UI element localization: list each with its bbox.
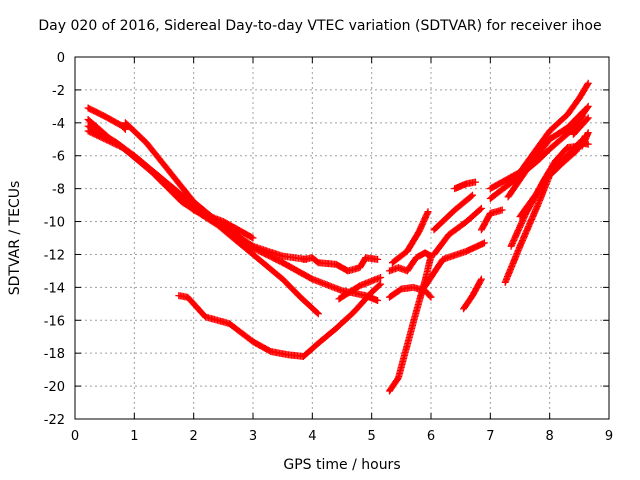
marker-trail	[388, 208, 432, 267]
marker-trail	[335, 274, 385, 303]
series-track-16	[451, 178, 479, 193]
marker-trail	[386, 252, 435, 395]
y-tick-label: -8	[52, 183, 65, 198]
series-track-24	[507, 129, 592, 250]
series-track-6	[175, 280, 385, 360]
x-tick-label: 9	[605, 429, 613, 444]
x-axis-label: GPS time / hours	[283, 457, 401, 473]
x-tick-label: 6	[427, 429, 435, 444]
series-track-5	[84, 122, 257, 242]
y-tick-label: -4	[52, 117, 65, 132]
marker-trail	[430, 204, 485, 258]
y-tick-label: -14	[44, 281, 65, 296]
y-tick-label: -22	[44, 413, 65, 428]
series-track-1	[84, 104, 129, 133]
series-track-3	[84, 116, 382, 304]
x-tick-label: 1	[130, 429, 138, 444]
y-tick-label: -12	[44, 248, 65, 263]
marker-trail	[507, 129, 592, 250]
marker-trail	[84, 116, 382, 304]
marker-trail	[175, 280, 385, 360]
marker-trail	[569, 102, 592, 132]
x-tick-label: 7	[486, 429, 494, 444]
marker-trail	[569, 114, 592, 138]
series-track-15	[430, 191, 476, 234]
y-tick-label: -10	[44, 216, 65, 231]
marker-trail	[386, 249, 435, 275]
series-track-10	[388, 208, 432, 267]
marker-trail	[121, 119, 310, 263]
marker-trail	[451, 178, 479, 193]
series-track-7	[299, 254, 382, 275]
series-track-25	[569, 102, 592, 132]
series-track-2	[121, 119, 310, 263]
y-tick-label: -16	[44, 314, 65, 329]
y-tick-label: -6	[52, 150, 65, 165]
x-tick-label: 8	[546, 429, 554, 444]
chart-title: Day 020 of 2016, Sidereal Day-to-day VTE…	[38, 18, 602, 34]
axis-ticks: 0 1 2 3 4 5 6 7 8 9 0 -2 -4 -6 -8 -10 -12 -14 -16 -18 -20 -22	[44, 51, 613, 444]
marker-trail	[84, 104, 129, 133]
marker-trail	[418, 239, 488, 295]
x-tick-label: 3	[249, 429, 257, 444]
series-track-14	[430, 204, 485, 258]
marker-trail	[477, 206, 506, 234]
y-tick-label: -18	[44, 347, 65, 362]
marker-trail	[299, 254, 382, 275]
series-track-20	[486, 79, 592, 193]
x-tick-label: 0	[71, 429, 79, 444]
y-tick-label: 0	[57, 51, 65, 66]
series-track-13	[418, 239, 488, 295]
x-tick-label: 5	[368, 429, 376, 444]
series-track-9	[386, 252, 435, 395]
y-tick-label: -2	[52, 84, 65, 99]
marker-trail	[460, 275, 485, 313]
marker-trail	[486, 79, 592, 193]
series-track-8	[335, 274, 385, 303]
series-track-26	[569, 114, 592, 138]
series-track-18	[477, 206, 506, 234]
series-track-11	[386, 249, 435, 275]
x-tick-label: 4	[308, 429, 316, 444]
data-markers	[84, 79, 592, 395]
series-track-17	[460, 275, 485, 313]
grid-lines	[75, 57, 609, 419]
plot-frame	[74, 56, 610, 420]
y-tick-label: -20	[44, 380, 65, 395]
marker-trail	[430, 191, 476, 234]
x-tick-label: 2	[190, 429, 198, 444]
marker-trail	[84, 122, 257, 242]
y-axis-label: SDTVAR / TECUs	[7, 180, 23, 296]
